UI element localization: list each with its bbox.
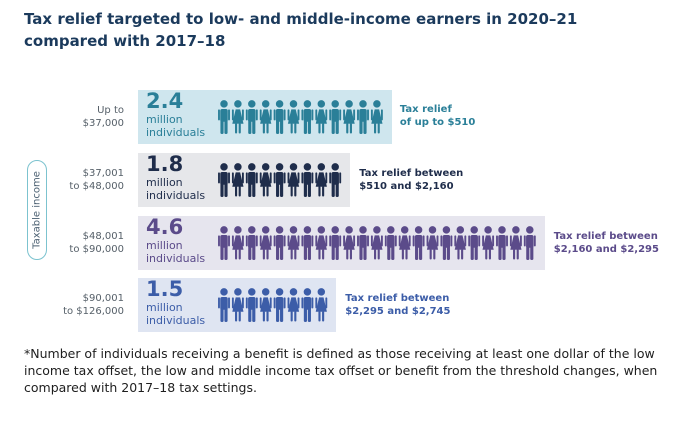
unit-label-2-0: million: [146, 239, 183, 252]
relief-annotation-line: of up to $510: [399, 117, 476, 128]
value-label-3: 1.5: [146, 277, 184, 301]
relief-annotation-0: Tax relief of up to $510: [400, 103, 475, 129]
male-figure-10: [357, 226, 369, 260]
category-label-line: to $90,000: [69, 244, 124, 255]
female-figure-1: [231, 288, 244, 322]
female-figure-1: [231, 163, 244, 197]
figure-bar-0: [218, 100, 383, 134]
male-figure-14: [412, 226, 425, 260]
female-figure-5: [287, 288, 300, 322]
male-figure-4: [273, 100, 286, 134]
male-figure-6: [301, 163, 314, 197]
unit-label-3-1: individuals: [146, 314, 206, 327]
female-figure-7: [315, 226, 328, 260]
male-figure-8: [329, 100, 342, 134]
male-figure-8: [329, 163, 342, 197]
category-label-2: $48,001 to $90,000: [69, 230, 124, 256]
male-figure-2: [245, 226, 258, 260]
category-label-line: to $48,000: [69, 181, 124, 192]
female-figure-9: [343, 100, 356, 134]
category-label-line: $37,000: [82, 118, 124, 129]
male-figure-0: [218, 288, 230, 322]
female-figure-19: [482, 226, 495, 260]
female-figure-1: [231, 226, 244, 260]
male-figure-6: [301, 226, 314, 260]
male-figure-16: [440, 226, 453, 260]
category-label-1: $37,001 to $48,000: [69, 167, 124, 193]
footnote: *Number of individuals receiving a benef…: [24, 346, 658, 395]
value-label-1: 1.8: [146, 152, 184, 176]
female-figure-5: [287, 226, 300, 260]
relief-annotation-2: Tax relief between $2,160 and $2,295: [554, 230, 659, 256]
male-figure-2: [245, 288, 258, 322]
category-label-line: Up to: [97, 105, 124, 116]
female-figure-11: [370, 226, 383, 260]
female-figure-17: [454, 226, 467, 260]
female-figure-7: [315, 163, 328, 197]
female-figure-13: [398, 226, 411, 260]
female-figure-7: [315, 100, 328, 134]
male-figure-18: [468, 226, 481, 260]
male-figure-8: [329, 226, 342, 260]
unit-label-2-1: individuals: [146, 252, 206, 265]
male-figure-2: [245, 100, 258, 134]
relief-annotation-line: $2,295 and $2,745: [345, 306, 451, 317]
category-label-0: Up to $37,000: [83, 104, 124, 130]
female-figure-11: [370, 100, 383, 134]
relief-annotation-line: $510 and $2,160: [359, 181, 454, 192]
category-label-line: to $126,000: [63, 306, 124, 317]
female-figure-21: [509, 226, 522, 260]
category-label-line: $48,001: [82, 231, 124, 242]
category-label-line: $37,001: [82, 168, 124, 179]
relief-annotation-1: Tax relief between $510 and $2,160: [359, 167, 463, 193]
female-figure-3: [259, 100, 272, 134]
female-figure-3: [259, 288, 272, 322]
y-axis-label-frame: [27, 160, 47, 260]
male-figure-4: [273, 163, 286, 197]
category-label-line: $90,001: [82, 293, 124, 304]
female-figure-5: [287, 163, 300, 197]
male-figure-6: [301, 288, 314, 322]
chart-figures: [218, 100, 536, 322]
female-figure-1: [231, 100, 244, 134]
category-label-3: $90,001 to $126,000: [63, 292, 124, 318]
male-figure-10: [357, 100, 369, 134]
male-figure-6: [301, 100, 314, 134]
figure-bar-1: [218, 163, 342, 197]
female-figure-3: [259, 163, 272, 197]
female-figure-5: [287, 100, 300, 134]
female-figure-15: [426, 226, 439, 260]
value-label-2: 4.6: [146, 215, 184, 239]
relief-annotation-line: $2,160 and $2,295: [553, 244, 659, 255]
female-figure-7: [315, 288, 328, 322]
figure-bar-2: [218, 226, 536, 260]
female-figure-3: [259, 226, 272, 260]
row-band-1: [138, 153, 351, 207]
male-figure-12: [384, 226, 397, 260]
male-figure-22: [523, 226, 536, 260]
male-figure-0: [218, 163, 230, 197]
male-figure-20: [496, 226, 508, 260]
male-figure-4: [273, 288, 286, 322]
relief-annotation-line: Tax relief: [399, 104, 452, 115]
relief-annotation-3: Tax relief between $2,295 and $2,745: [345, 292, 450, 318]
relief-annotation-line: Tax relief between: [359, 168, 464, 179]
unit-label-1-0: million: [146, 176, 183, 189]
chart-title: Tax relief targeted to low- and middle-i…: [24, 10, 578, 50]
male-figure-2: [245, 163, 258, 197]
unit-label-3-0: million: [146, 301, 183, 314]
male-figure-0: [218, 100, 230, 134]
value-label-0: 2.4: [146, 89, 184, 113]
male-figure-4: [273, 226, 286, 260]
unit-label-0-1: individuals: [146, 126, 206, 139]
unit-label-1-1: individuals: [146, 189, 206, 202]
relief-annotation-line: Tax relief between: [553, 231, 658, 242]
unit-label-0-0: million: [146, 113, 183, 126]
figure-bar-3: [218, 288, 328, 322]
female-figure-9: [343, 226, 356, 260]
relief-annotation-line: Tax relief between: [345, 293, 450, 304]
male-figure-0: [218, 226, 230, 260]
